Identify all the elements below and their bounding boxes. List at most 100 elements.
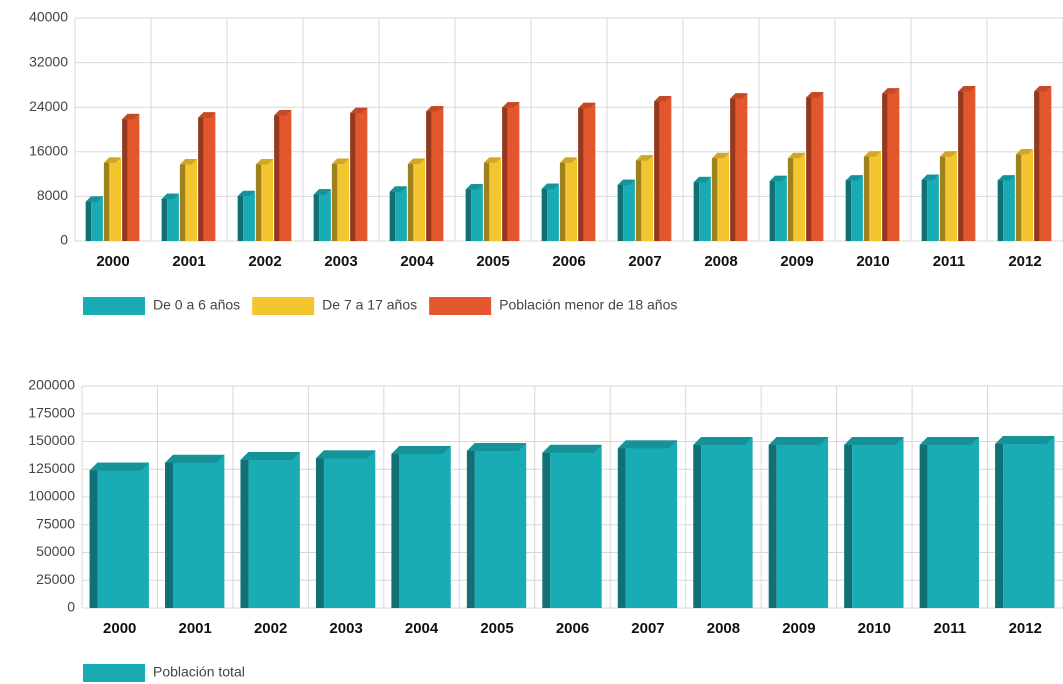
bar-side — [407, 158, 414, 241]
bar — [711, 152, 730, 241]
bar — [315, 450, 376, 608]
bar-side — [350, 107, 356, 241]
bar — [198, 112, 216, 241]
bar-top — [391, 445, 451, 454]
bar-side — [541, 183, 548, 241]
bar-side — [122, 113, 128, 241]
bar — [769, 175, 787, 241]
bar — [389, 186, 407, 241]
x-tick-label: 2000 — [96, 253, 129, 270]
bar-side — [426, 106, 432, 242]
bar-top — [1015, 149, 1034, 155]
y-tick-label: 0 — [67, 599, 75, 615]
bar — [240, 452, 300, 608]
bar — [997, 175, 1015, 241]
y-tick-label: 50000 — [36, 543, 75, 559]
x-tick-label: 2010 — [858, 620, 891, 637]
bar-side — [1015, 149, 1022, 241]
bar-top — [635, 155, 654, 161]
y-tick-label: 175000 — [28, 404, 75, 420]
x-tick-label: 2007 — [631, 620, 664, 637]
bar-top — [122, 113, 140, 120]
bar — [274, 109, 292, 241]
x-tick-label: 2005 — [480, 620, 513, 637]
x-tick-label: 2006 — [552, 253, 585, 270]
bar-side — [617, 440, 626, 608]
bar-side — [89, 462, 98, 608]
bar-front — [945, 151, 958, 241]
bar-front — [625, 440, 678, 608]
bar — [85, 196, 103, 241]
bar — [350, 107, 368, 241]
bar-top — [389, 186, 407, 192]
bar-front — [173, 454, 225, 608]
bar-front — [1003, 175, 1015, 241]
bar-top — [255, 159, 274, 165]
x-tick-label: 2011 — [933, 253, 966, 270]
bar-front — [811, 92, 824, 242]
x-tick-label: 2003 — [324, 253, 357, 270]
x-tick-label: 2009 — [782, 620, 815, 637]
bar-front — [851, 175, 863, 241]
bar-front — [852, 437, 904, 608]
bar-front — [927, 437, 979, 608]
bar-side — [198, 112, 204, 241]
bar-top — [806, 92, 824, 98]
x-tick-label: 2000 — [103, 620, 136, 637]
bar-front — [127, 113, 140, 241]
bar-top — [863, 151, 882, 157]
bar-top — [693, 437, 753, 446]
y-tick-label: 8000 — [37, 187, 68, 203]
bar — [995, 435, 1055, 608]
bar — [863, 151, 882, 241]
bar-top — [315, 450, 376, 459]
bar-front — [243, 190, 255, 241]
bar-side — [768, 437, 777, 608]
bar-top — [882, 88, 900, 94]
bar — [89, 462, 149, 608]
bar-front — [887, 88, 900, 242]
bar-side — [939, 151, 946, 241]
bar-front — [355, 107, 368, 241]
bar-side — [179, 159, 186, 241]
bar-front — [97, 462, 149, 608]
x-tick-label: 2012 — [1009, 620, 1042, 637]
bar — [391, 445, 451, 608]
y-tick-label: 0 — [60, 232, 68, 248]
bar-front — [659, 96, 672, 241]
bar — [939, 151, 958, 241]
bar-front — [185, 159, 198, 241]
bar — [541, 183, 559, 241]
x-tick-label: 2001 — [172, 253, 205, 270]
bar-side — [85, 196, 92, 241]
bar-front — [474, 443, 527, 608]
bar-front — [109, 157, 122, 241]
bar-front — [869, 151, 882, 241]
bar-side — [331, 158, 338, 241]
bar — [331, 158, 350, 241]
bar-top — [844, 437, 904, 446]
bar-top — [1034, 86, 1052, 92]
bar-side — [863, 151, 870, 241]
legend-swatch — [83, 664, 145, 682]
bar-side — [165, 454, 174, 608]
bar-side — [483, 157, 490, 241]
bar-top — [617, 179, 635, 186]
bar-side — [806, 92, 812, 242]
bar-front — [261, 159, 274, 241]
bar-side — [693, 437, 702, 608]
bar-side — [240, 452, 249, 608]
bar — [407, 158, 426, 241]
bar-front — [1039, 86, 1052, 241]
y-tick-label: 24000 — [29, 98, 68, 114]
bar-front — [701, 437, 753, 608]
bar — [313, 189, 331, 241]
bar-side — [654, 96, 660, 241]
bar-side — [958, 86, 964, 241]
bar-side — [635, 155, 642, 241]
bar-front — [717, 152, 730, 241]
bar-top — [274, 109, 292, 116]
bar-side — [693, 176, 700, 241]
bar-side — [919, 437, 928, 608]
